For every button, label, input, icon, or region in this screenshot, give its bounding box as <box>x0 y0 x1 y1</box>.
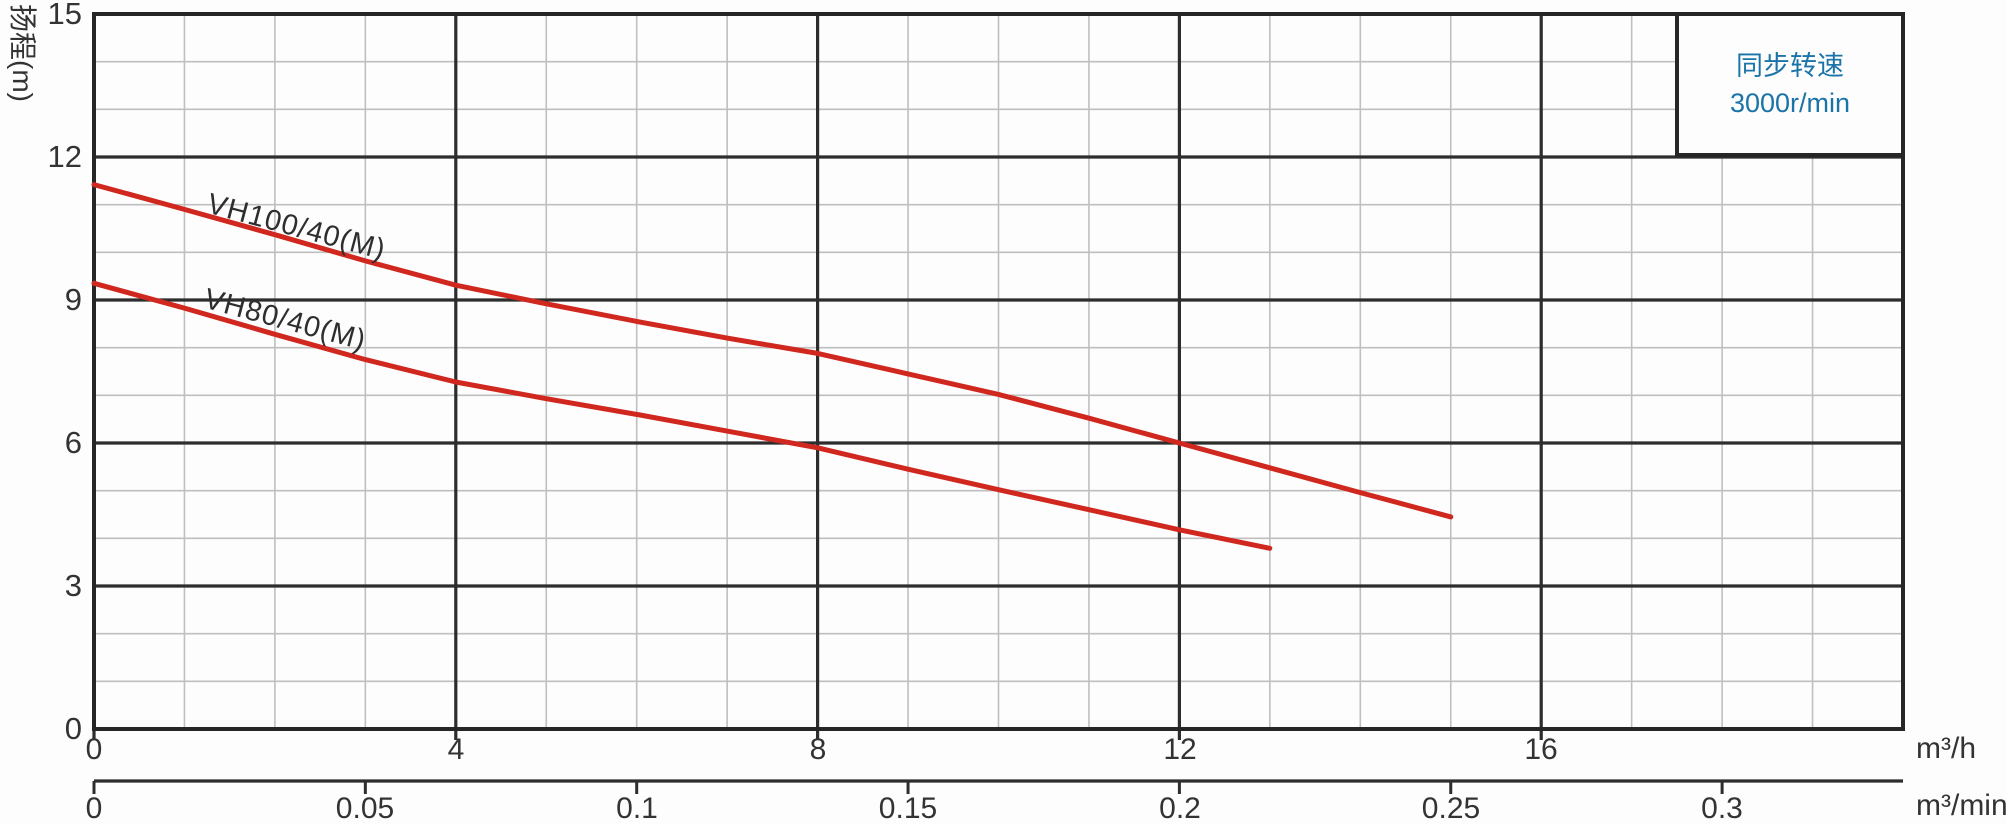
x2-tick-label: 0.1 <box>616 792 658 825</box>
x-tick-label: 8 <box>809 733 827 766</box>
x2-tick-label: 0.3 <box>1701 792 1743 825</box>
curve-vh80-40-m- <box>91 280 1273 551</box>
y-tick-label: 9 <box>64 282 82 317</box>
legend-line-speed-value: 3000r/min <box>1729 87 1851 118</box>
x2-tick-label: 0.2 <box>1159 792 1201 825</box>
x2-tick-label: 0.25 <box>1421 792 1481 825</box>
y-tick-label: 15 <box>47 0 82 31</box>
x2-tick-label: 0 <box>85 792 103 825</box>
legend-line-speed-label: 同步转速 <box>1736 50 1844 81</box>
x-tick-label: 0 <box>85 733 103 766</box>
legend-box: 同步转速 3000r/min <box>1675 12 1905 157</box>
curve-vh100-40-m- <box>91 182 1454 520</box>
x-axis-unit-m3h: m³/h <box>1916 732 1976 765</box>
x2-tick-label: 0.05 <box>335 792 395 825</box>
y-tick-label: 3 <box>64 568 82 603</box>
y-tick-label: 6 <box>64 425 82 460</box>
y-tick-label: 12 <box>47 139 82 174</box>
x-tick-label: 16 <box>1524 733 1558 766</box>
x2-tick-label: 0.15 <box>878 792 938 825</box>
plot-frame <box>92 12 1905 731</box>
x-tick-label: 4 <box>447 733 465 766</box>
x-tick-label: 12 <box>1163 733 1197 766</box>
x-axis-unit-m3min: m³/min <box>1916 789 2006 822</box>
y-tick-label: 0 <box>64 711 82 746</box>
